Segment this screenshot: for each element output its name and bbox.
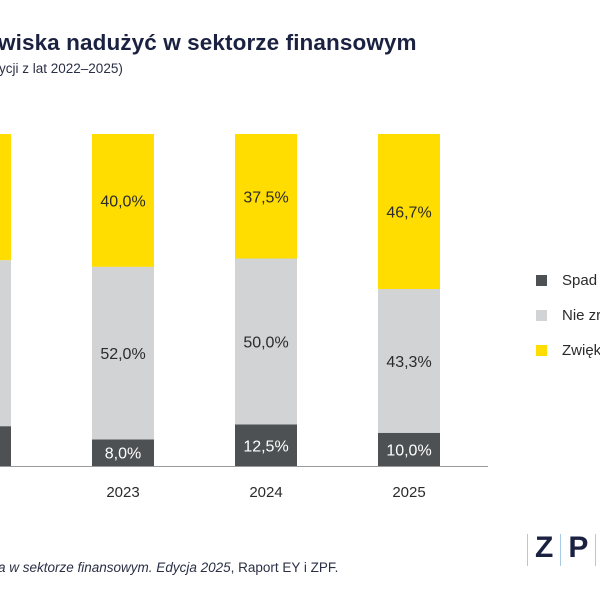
bar-segment-increased (92, 134, 154, 267)
legend-label-decreased: Spad (562, 271, 598, 289)
bar-segment-increased (0, 134, 11, 261)
source-title: a w sektorze finansowym. Edycja 2025 (0, 560, 231, 575)
bar-segment-increased (235, 134, 297, 259)
legend-item-unchanged: Nie zr (536, 305, 600, 325)
data-label-decreased: 10,0% (386, 442, 431, 459)
legend-label-increased: Zwięk (562, 341, 600, 359)
legend-item-decreased: Spad (536, 270, 600, 290)
source-attribution: , Raport EY i ZPF. (230, 560, 339, 575)
data-label-unchanged: 43,3% (386, 354, 431, 371)
bar-segment-decreased (0, 426, 11, 466)
bar-segment-unchanged (378, 289, 440, 433)
bar-segment-unchanged (0, 260, 11, 427)
bar-segment-decreased (92, 439, 154, 466)
logo-divider (595, 534, 597, 566)
x-tick-label: 2023 (106, 484, 139, 501)
legend-swatch-increased (536, 344, 547, 356)
data-label-increased: 40,0% (100, 193, 145, 210)
chart-subtitle: ycji z lat 2022–2025) (0, 61, 123, 76)
bar-segment-unchanged (235, 258, 297, 425)
chart-title: wiska nadużyć w sektorze finansowym (0, 30, 417, 55)
x-tick-label: 2025 (392, 484, 425, 501)
legend: Spad Nie zr Zwięk (536, 270, 600, 375)
legend-swatch-unchanged (536, 309, 547, 321)
stacked-bar-chart: %%%8,0%52,0%40,0%202312,5%50,0%37,5%2024… (0, 134, 488, 501)
data-label-unchanged: 50,0% (243, 335, 288, 352)
logo-letter-z: Z (535, 531, 554, 564)
bar-segment-decreased (235, 424, 297, 466)
bar-segment-unchanged (92, 266, 154, 440)
legend-swatch-decreased (536, 274, 547, 286)
logo-divider (560, 534, 562, 566)
legend-label-unchanged: Nie zr (562, 306, 600, 324)
bar-segment-decreased (378, 432, 440, 466)
data-label-unchanged: 52,0% (100, 346, 145, 363)
data-label-decreased: 8,0% (105, 446, 141, 463)
zpf-logo: Z P F (520, 530, 600, 566)
x-tick-label: 2024 (249, 484, 282, 501)
logo-divider (527, 534, 528, 566)
data-label-increased: 46,7% (386, 205, 431, 222)
logo-letter-p: P (568, 531, 589, 564)
bar-segment-increased (378, 134, 440, 290)
data-label-decreased: 12,5% (243, 438, 288, 455)
source-note: a w sektorze finansowym. Edycja 2025, Ra… (0, 560, 338, 575)
legend-item-increased: Zwięk (536, 340, 600, 360)
data-label-increased: 37,5% (243, 189, 288, 206)
